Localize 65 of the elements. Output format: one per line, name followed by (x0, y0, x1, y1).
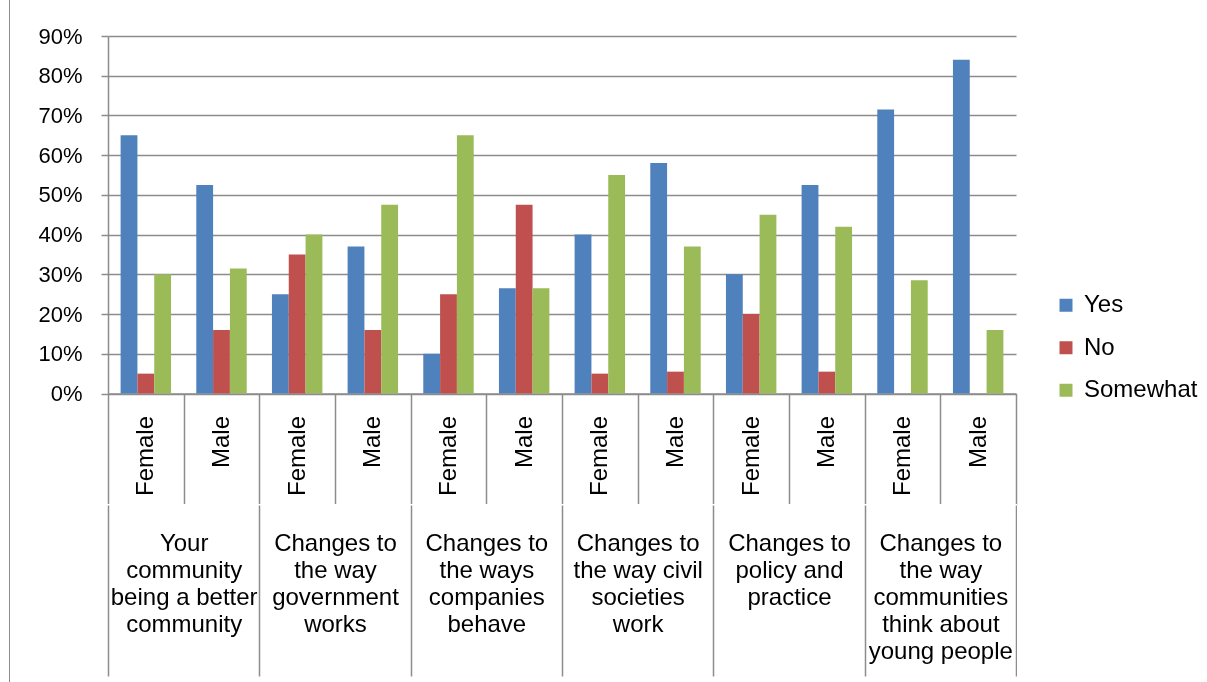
legend-label: Somewhat (1084, 375, 1198, 403)
y-tick-label: 0% (50, 381, 83, 406)
y-tick-label: 10% (38, 341, 83, 367)
bar (952, 59, 970, 394)
bar (196, 184, 214, 394)
bar (347, 246, 365, 394)
x-tick-label: Male (963, 416, 991, 469)
bar (137, 373, 155, 394)
y-tick-label: 30% (38, 261, 83, 287)
text: Changes to the way communities think about young people (868, 528, 1013, 664)
y-tick-label: 40% (38, 222, 83, 248)
bar (818, 371, 836, 394)
bar (456, 135, 474, 394)
bar (423, 353, 441, 394)
bar (650, 163, 668, 394)
legend-label: Yes (1084, 290, 1124, 318)
y-tick-label: 90% (38, 23, 83, 49)
bar (440, 294, 457, 394)
x-tick-label: Male (661, 416, 688, 469)
bar (683, 246, 701, 394)
bar (154, 274, 172, 394)
y-tick-label: 70% (38, 102, 83, 128)
bar (364, 329, 382, 394)
bar (591, 373, 609, 394)
bar (229, 268, 247, 394)
bar (667, 371, 684, 394)
x-tick-label: Male (207, 416, 234, 469)
x-tick-label: Male (358, 416, 386, 469)
bar (271, 294, 289, 394)
bar (381, 204, 399, 394)
text: Changes to the ways companies behave (425, 528, 549, 637)
y-tick-label: 80% (38, 63, 83, 89)
bar (498, 288, 516, 394)
bar (213, 329, 230, 394)
bar (305, 234, 323, 394)
bar (725, 274, 743, 394)
bar (608, 175, 626, 394)
bar (120, 135, 138, 394)
bar (515, 204, 533, 394)
x-tick-label: Female (585, 416, 613, 497)
x-tick-label: Female (888, 416, 915, 497)
bar (801, 184, 819, 394)
bar (532, 288, 550, 394)
bar (742, 314, 760, 394)
bar (986, 329, 1004, 394)
bar (288, 254, 306, 394)
x-tick-label: Female (131, 416, 159, 497)
y-tick-label: 60% (38, 142, 83, 168)
bar (910, 280, 928, 394)
bar (835, 226, 853, 394)
x-tick-label: Male (812, 416, 840, 469)
y-tick-label: 50% (38, 182, 83, 208)
x-tick-label: Female (736, 416, 764, 497)
text: Your community being a better community (110, 528, 258, 637)
x-tick-label: Female (434, 416, 461, 497)
text: Changes to the way government works (272, 528, 400, 637)
bar (877, 109, 895, 394)
legend-label: No (1084, 332, 1115, 360)
text: Changes to policy and practice (728, 528, 851, 610)
y-tick-label: 20% (38, 301, 83, 327)
x-tick-label: Female (282, 416, 310, 497)
text: Changes to the way civil societies work (573, 528, 703, 637)
x-tick-label: Male (509, 416, 537, 469)
bar (574, 234, 592, 394)
bar (759, 214, 777, 394)
